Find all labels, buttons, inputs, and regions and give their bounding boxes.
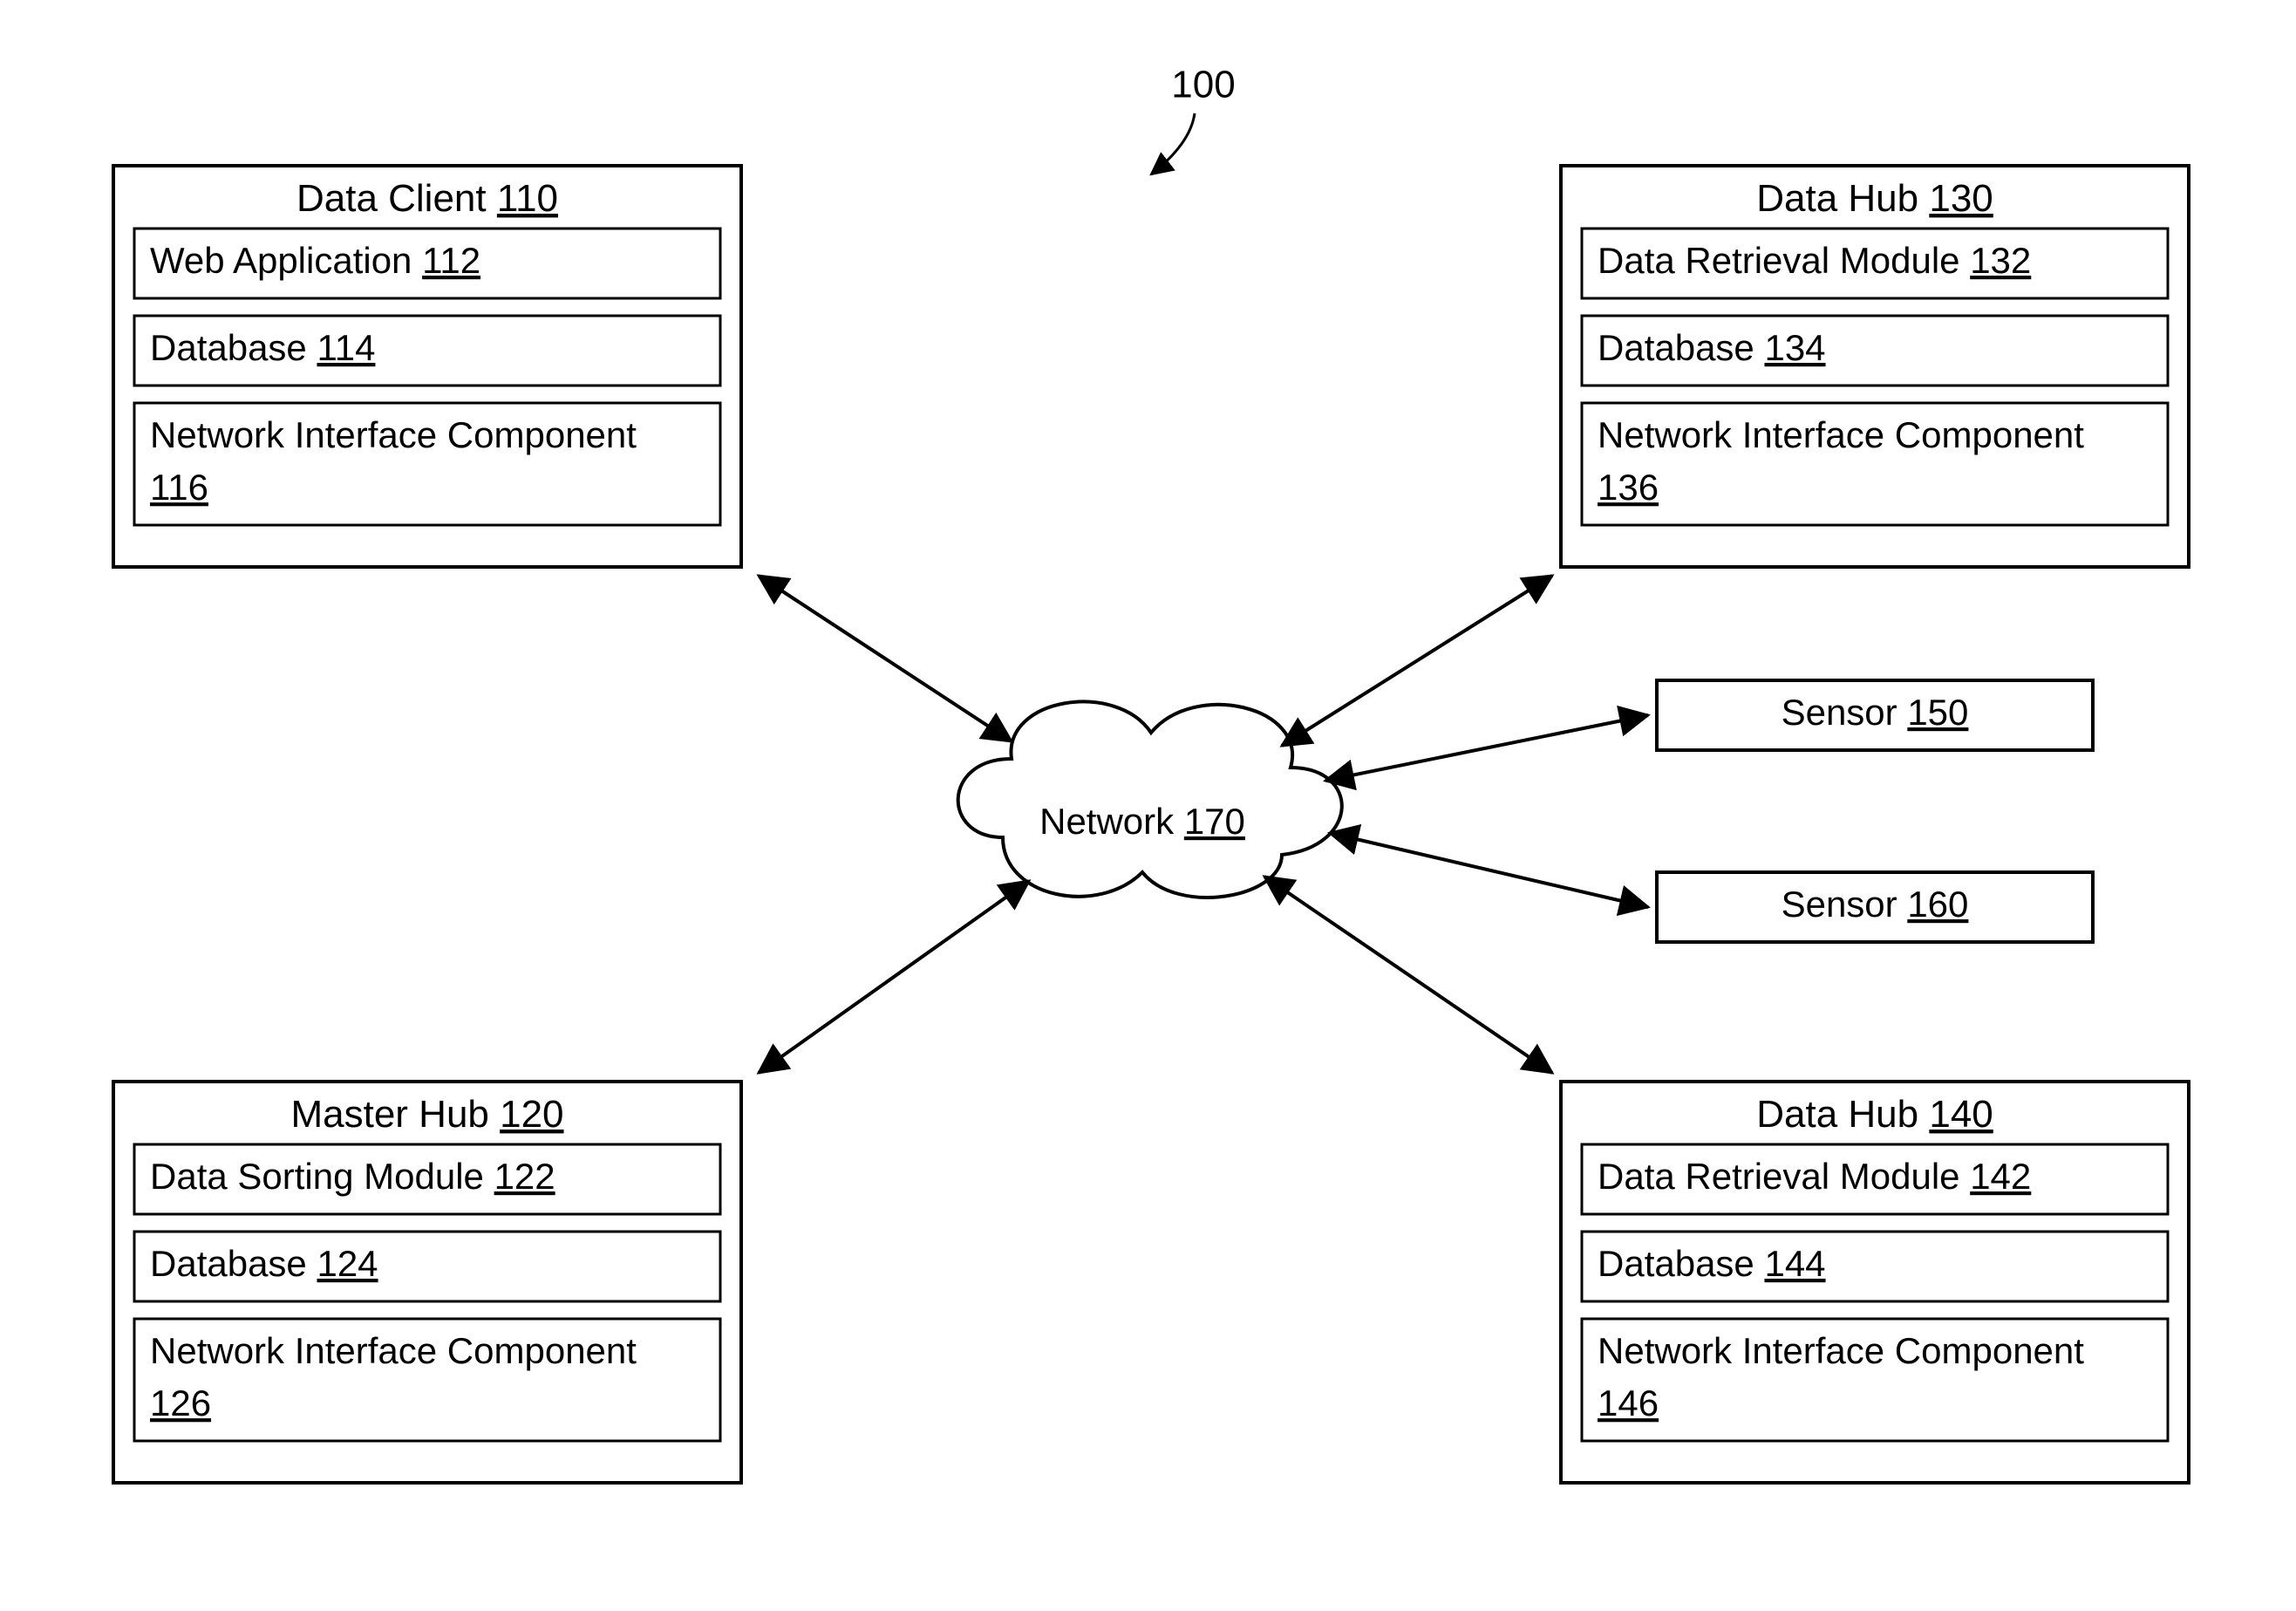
- box-sensor-160: Sensor 160: [1657, 872, 2093, 942]
- svg-text:126: 126: [150, 1382, 211, 1423]
- svg-text:136: 136: [1598, 467, 1659, 508]
- svg-text:Database 124: Database 124: [150, 1243, 378, 1284]
- edge-master-hub-to-network: [759, 881, 1029, 1073]
- box-data-hub-130: Data Hub 130 Data Retrieval Module 132 Dat…: [1561, 166, 2189, 567]
- svg-text:Network Interface Component: Network Interface Component: [1598, 1330, 2084, 1371]
- svg-text:Web Application 112: Web Application 112: [150, 240, 480, 281]
- svg-text:146: 146: [1598, 1382, 1659, 1423]
- box-data-client-title: Data Client 110: [296, 177, 558, 220]
- svg-text:Database 144: Database 144: [1598, 1243, 1826, 1284]
- box-data-hub-140: Data Hub 140 Data Retrieval Module 142 Dat…: [1561, 1082, 2189, 1483]
- edge-sensor-150-to-network: [1325, 715, 1648, 781]
- svg-text:Network 170: Network 170: [1039, 801, 1245, 842]
- box-data-hub-140-title: Data Hub 140: [1756, 1093, 1993, 1136]
- box-master-hub: Master Hub 120 Data Sorting Module 122 Dat…: [113, 1082, 741, 1483]
- svg-text:Network Interface Component: Network Interface Component: [1598, 414, 2084, 455]
- svg-text:Network Interface Component: Network Interface Component: [150, 1330, 637, 1371]
- svg-text:Network Interface Component: Network Interface Component: [150, 414, 637, 455]
- box-data-client: Data Client 110 Web Application 112 Databa…: [113, 166, 741, 567]
- figure-ref-pointer: [1151, 113, 1195, 174]
- edge-data-hub-140-to-network: [1264, 877, 1552, 1073]
- svg-text:Database 134: Database 134: [1598, 327, 1826, 368]
- box-master-hub-title: Master Hub 120: [290, 1093, 563, 1136]
- edge-data-client-to-network: [759, 576, 1012, 741]
- box-data-hub-130-title: Data Hub 130: [1756, 177, 1993, 220]
- svg-text:Data Retrieval Module 142: Data Retrieval Module 142: [1598, 1156, 2031, 1197]
- svg-text:Data Sorting Module 122: Data Sorting Module 122: [150, 1156, 555, 1197]
- edge-sensor-160-to-network: [1330, 833, 1648, 907]
- svg-text:Data Retrieval Module 132: Data Retrieval Module 132: [1598, 240, 2031, 281]
- svg-text:Sensor 160: Sensor 160: [1782, 884, 1969, 925]
- network-cloud-label: Network 170: [1039, 801, 1245, 842]
- svg-text:Sensor 150: Sensor 150: [1782, 692, 1969, 733]
- network-cloud: [958, 701, 1342, 897]
- box-sensor-150: Sensor 150: [1657, 680, 2093, 750]
- figure-ref-label: 100: [1171, 64, 1235, 106]
- svg-text:Database 114: Database 114: [150, 327, 375, 368]
- edge-data-hub-130-to-network: [1282, 576, 1552, 746]
- svg-text:116: 116: [150, 467, 208, 508]
